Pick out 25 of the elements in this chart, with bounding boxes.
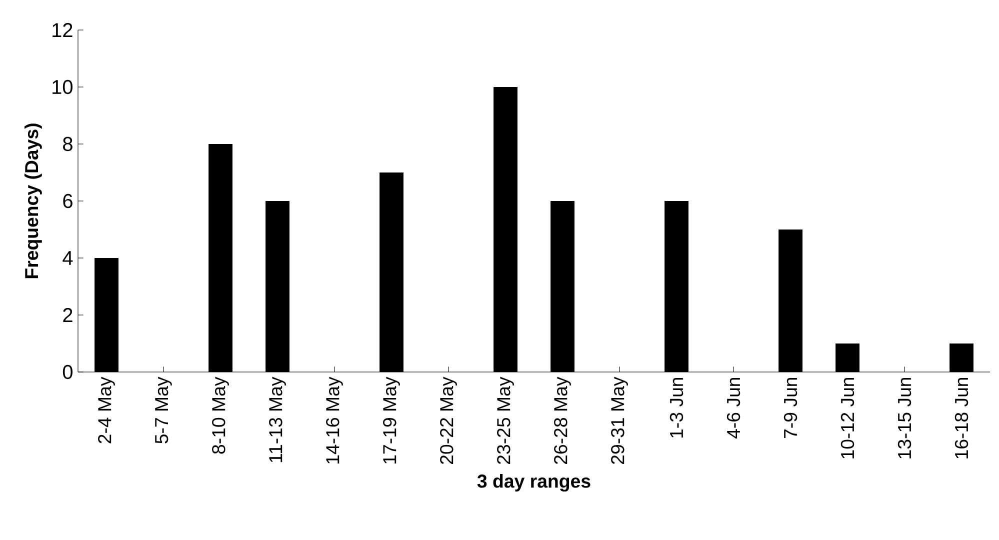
y-tick-label: 8 bbox=[63, 136, 72, 152]
y-tick-label: 2 bbox=[63, 308, 72, 322]
x-tick-label: 16-18 Jun bbox=[954, 378, 968, 458]
y-tick-label: 4 bbox=[62, 251, 73, 265]
x-tick-label: 10-12 Jun bbox=[840, 378, 854, 458]
y-tick-label: 10 bbox=[52, 80, 72, 94]
x-tick-label: 13-15 Jun bbox=[898, 378, 912, 458]
x-tick-label: 7-9 Jun bbox=[784, 378, 798, 438]
x-tick-label: 1-3 Jun bbox=[670, 378, 684, 438]
y-tick-label: 0 bbox=[62, 364, 72, 380]
y-axis-title: Frequency (Days) bbox=[24, 124, 42, 278]
x-axis-title: 3 day ranges bbox=[477, 474, 590, 492]
x-tick-label: 29-31 May bbox=[611, 376, 628, 464]
y-tick-label: 12 bbox=[52, 23, 72, 37]
x-tick-label: 23-25 May bbox=[497, 376, 514, 464]
x-tick-label: 2-4 May bbox=[98, 376, 115, 444]
y-tick-label: 6 bbox=[63, 194, 72, 208]
x-tick-label: 20-22 May bbox=[440, 376, 457, 464]
x-tick-label: 17-19 May bbox=[383, 376, 400, 464]
x-tick-label: 26-28 May bbox=[554, 376, 571, 464]
x-tick-label: 14-16 May bbox=[326, 376, 343, 464]
x-tick-label: 4-6 Jun bbox=[726, 378, 740, 439]
x-tick-label: 5-7 May bbox=[155, 376, 172, 444]
x-tick-label: 11-13 May bbox=[269, 376, 286, 462]
x-tick-label: 8-10 May bbox=[212, 376, 229, 454]
